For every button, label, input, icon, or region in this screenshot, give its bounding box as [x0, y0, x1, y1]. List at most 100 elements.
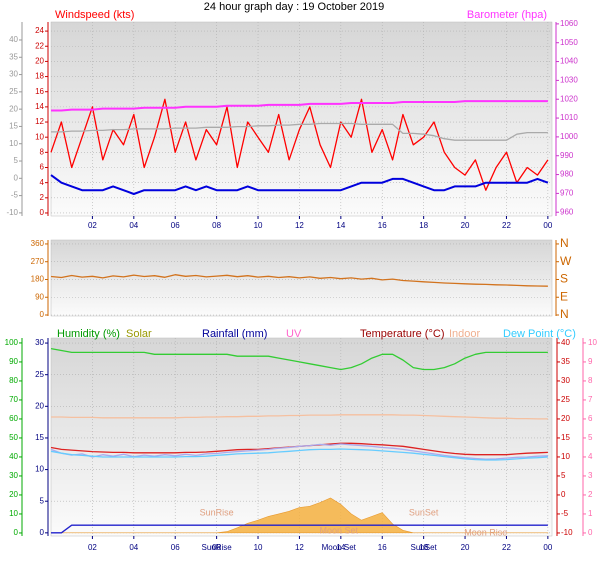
y-tick-label: 35 [561, 357, 570, 366]
y-tick-label: 90 [9, 357, 18, 366]
y-tick-label: -10 [561, 528, 573, 537]
y-tick-label: N [560, 307, 569, 321]
x-tick-label: 16 [378, 221, 387, 230]
y-tick-label: 6 [588, 414, 593, 423]
y-tick-label: 20 [9, 490, 18, 499]
y-tick-label: 0 [14, 173, 19, 182]
y-tick-label: 40 [9, 35, 18, 44]
y-tick-label: 24 [35, 26, 44, 35]
annotation: Moon Rise [464, 527, 507, 537]
annotation: Moon Set [319, 525, 358, 535]
y-tick-label: 15 [561, 433, 570, 442]
y-tick-label: 30 [9, 471, 18, 480]
y-tick-label: 10 [561, 452, 570, 461]
x-tick-label: 06 [171, 543, 180, 552]
y-tick-label: -5 [561, 509, 569, 518]
y-tick-label: 10 [35, 132, 44, 141]
y-tick-label: 70 [9, 395, 18, 404]
x-tick-label: 10 [254, 543, 263, 552]
y-tick-label: 60 [9, 414, 18, 423]
x-tick-label: 20 [461, 221, 470, 230]
y-tick-label: 30 [35, 338, 44, 347]
y-tick-label: 15 [9, 122, 18, 131]
y-tick-label: 5 [561, 471, 566, 480]
y-tick-label: 6 [40, 163, 45, 172]
line [51, 100, 548, 112]
y-tick-label: 40 [561, 338, 570, 347]
y-tick-label: 25 [35, 370, 44, 379]
y-tick-label: 9 [588, 357, 593, 366]
y-tick-label: 1 [588, 509, 593, 518]
y-tick-label: 1020 [560, 94, 578, 103]
y-tick-label: 16 [35, 87, 44, 96]
y-tick-label: 1050 [560, 38, 578, 47]
x-tick-label: 18 [419, 543, 428, 552]
y-tick-label: 180 [31, 275, 45, 284]
x-tick-label: 04 [129, 221, 138, 230]
y-tick-label: 100 [5, 338, 19, 347]
y-tick-label: 5 [588, 433, 593, 442]
y-tick-label: 10 [35, 465, 44, 474]
x-tick-label: 18 [419, 221, 428, 230]
y-tick-label: 22 [35, 41, 44, 50]
y-tick-label: 20 [9, 104, 18, 113]
y-tick-label: 8 [40, 147, 45, 156]
y-tick-label: 20 [561, 414, 570, 423]
y-tick-label: 2 [40, 193, 45, 202]
annotation: SunRise [200, 507, 234, 517]
y-tick-label: 80 [9, 376, 18, 385]
x-tick-label: 04 [129, 543, 138, 552]
y-tick-label: 0 [40, 310, 45, 319]
y-tick-label: W [560, 254, 572, 268]
y-tick-label: 3 [588, 471, 593, 480]
y-tick-label: 1030 [560, 75, 578, 84]
plot-area [50, 337, 553, 537]
y-tick-label: 40 [9, 452, 18, 461]
x-tick-label: 20 [461, 543, 470, 552]
y-tick-label: 10 [588, 338, 597, 347]
y-tick-label: 90 [35, 292, 44, 301]
annotation: SunSet [409, 507, 439, 517]
y-tick-label: 25 [561, 395, 570, 404]
y-tick-label: 12 [35, 117, 44, 126]
y-tick-label: 50 [9, 433, 18, 442]
y-tick-label: 5 [40, 496, 45, 505]
x-tick-label: 00 [543, 543, 552, 552]
x-tick-label: 14 [336, 543, 345, 552]
y-tick-label: -5 [11, 191, 19, 200]
y-tick-label: 14 [35, 102, 44, 111]
x-tick-label: 22 [502, 221, 511, 230]
y-tick-label: 270 [31, 257, 45, 266]
y-tick-label: 1000 [560, 132, 578, 141]
y-tick-label: 960 [560, 207, 574, 216]
x-tick-label: 12 [295, 221, 304, 230]
annotation: SunSet [411, 543, 438, 552]
legend-label: Barometer (hpa) [467, 9, 547, 21]
x-tick-label: 02 [88, 543, 97, 552]
legend-label: Windspeed (kts) [55, 9, 134, 21]
annotation: Moon Set [322, 543, 357, 552]
y-tick-label: 5 [14, 156, 19, 165]
y-tick-label: 35 [9, 52, 18, 61]
y-tick-label: 990 [560, 151, 574, 160]
y-tick-label: S [560, 272, 568, 286]
y-tick-label: 25 [9, 87, 18, 96]
y-tick-label: 15 [35, 433, 44, 442]
y-tick-label: 1040 [560, 57, 578, 66]
line [51, 524, 548, 534]
y-tick-label: 970 [560, 189, 574, 198]
annotation: SunRise [201, 543, 232, 552]
y-tick-label: 0 [561, 490, 566, 499]
y-tick-label: 980 [560, 170, 574, 179]
line [51, 414, 548, 420]
y-tick-label: 4 [588, 452, 593, 461]
y-tick-label: 20 [35, 401, 44, 410]
y-tick-label: 1010 [560, 113, 578, 122]
line [50, 98, 549, 191]
x-tick-label: 16 [378, 543, 387, 552]
y-tick-label: 20 [35, 57, 44, 66]
legend-label: UV [286, 328, 302, 340]
x-tick-label: 12 [295, 543, 304, 552]
y-tick-label: 10 [9, 139, 18, 148]
